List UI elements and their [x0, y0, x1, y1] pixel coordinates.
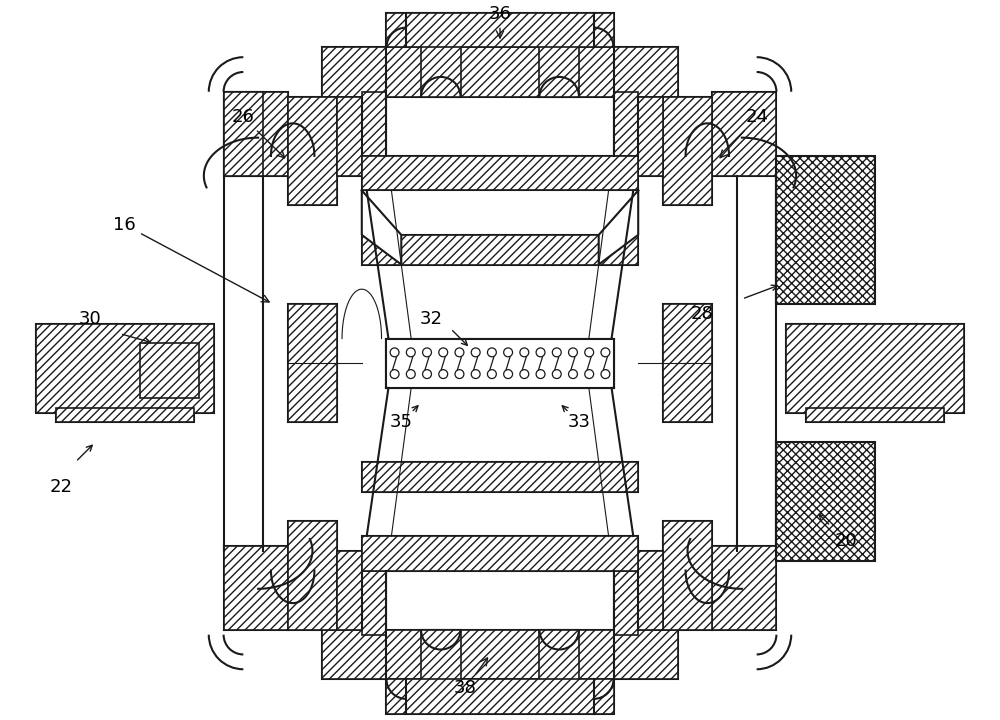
Bar — [322, 630, 678, 679]
Bar — [386, 13, 614, 48]
Bar — [386, 13, 614, 48]
Bar — [337, 551, 362, 630]
Bar — [322, 48, 678, 96]
Bar — [288, 304, 337, 423]
Bar — [421, 37, 461, 96]
Bar — [786, 324, 964, 413]
Bar — [806, 408, 944, 423]
Bar — [36, 324, 214, 413]
Bar — [614, 91, 638, 156]
Bar — [288, 96, 337, 205]
Bar — [322, 630, 678, 679]
Bar — [362, 156, 638, 191]
Bar — [614, 91, 638, 156]
Bar — [539, 630, 579, 689]
Bar — [421, 630, 461, 689]
Bar — [140, 343, 199, 397]
Bar — [362, 235, 638, 264]
Bar — [288, 304, 337, 423]
Bar — [362, 462, 638, 492]
Bar — [539, 630, 579, 689]
Text: 22: 22 — [49, 477, 72, 495]
Bar — [224, 546, 288, 630]
Bar — [288, 521, 337, 630]
Bar — [224, 91, 288, 176]
Bar — [362, 536, 638, 570]
Bar — [362, 235, 638, 264]
Text: 35: 35 — [390, 413, 413, 431]
Bar — [362, 462, 638, 492]
Bar — [712, 546, 776, 630]
Text: 36: 36 — [489, 4, 511, 38]
Bar — [362, 91, 386, 156]
Bar — [56, 408, 194, 423]
Bar — [337, 551, 362, 630]
Bar — [776, 442, 875, 561]
Bar — [776, 156, 875, 304]
Bar — [140, 343, 199, 397]
Bar — [362, 570, 386, 635]
Text: 16: 16 — [113, 216, 269, 302]
Bar — [663, 96, 712, 205]
Bar — [712, 546, 776, 630]
Bar — [386, 338, 614, 388]
Bar — [712, 91, 776, 176]
Bar — [712, 91, 776, 176]
Bar — [663, 304, 712, 423]
Bar — [337, 96, 362, 176]
Text: 20: 20 — [834, 532, 857, 550]
Bar — [614, 570, 638, 635]
Bar — [786, 324, 964, 413]
Text: 32: 32 — [419, 310, 442, 328]
Bar — [638, 96, 663, 176]
Bar — [386, 679, 614, 714]
Text: 30: 30 — [79, 310, 102, 328]
Polygon shape — [599, 191, 638, 264]
Bar — [362, 570, 386, 635]
Bar — [362, 156, 638, 191]
Bar — [663, 96, 712, 205]
Bar — [638, 551, 663, 630]
Bar — [362, 91, 386, 156]
Text: 26: 26 — [232, 108, 285, 158]
Bar — [224, 91, 288, 176]
Bar — [421, 630, 461, 689]
Bar — [663, 521, 712, 630]
Bar — [288, 96, 337, 205]
Bar — [288, 521, 337, 630]
Bar — [36, 324, 214, 413]
Bar — [224, 546, 288, 630]
Bar — [806, 408, 944, 423]
Bar — [224, 91, 263, 176]
Text: 38: 38 — [454, 658, 488, 697]
Bar — [224, 91, 263, 176]
Polygon shape — [362, 191, 401, 264]
Bar — [614, 570, 638, 635]
Bar — [362, 536, 638, 570]
Text: 33: 33 — [567, 413, 590, 431]
Bar — [386, 679, 614, 714]
Bar — [539, 37, 579, 96]
Bar — [421, 37, 461, 96]
Bar — [56, 408, 194, 423]
Bar — [638, 96, 663, 176]
Bar — [663, 521, 712, 630]
Bar — [638, 551, 663, 630]
Bar — [663, 304, 712, 423]
Bar — [337, 96, 362, 176]
Text: 28: 28 — [691, 305, 714, 323]
Bar — [322, 48, 678, 96]
Bar — [539, 37, 579, 96]
Text: 24: 24 — [720, 108, 768, 158]
